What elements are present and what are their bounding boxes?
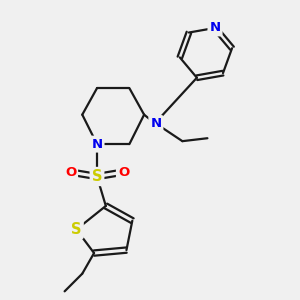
Text: S: S: [71, 222, 82, 237]
Text: O: O: [65, 166, 76, 178]
Text: N: N: [209, 21, 220, 34]
Text: O: O: [118, 166, 129, 178]
Text: S: S: [92, 169, 102, 184]
Text: N: N: [92, 138, 103, 151]
Text: N: N: [150, 117, 161, 130]
